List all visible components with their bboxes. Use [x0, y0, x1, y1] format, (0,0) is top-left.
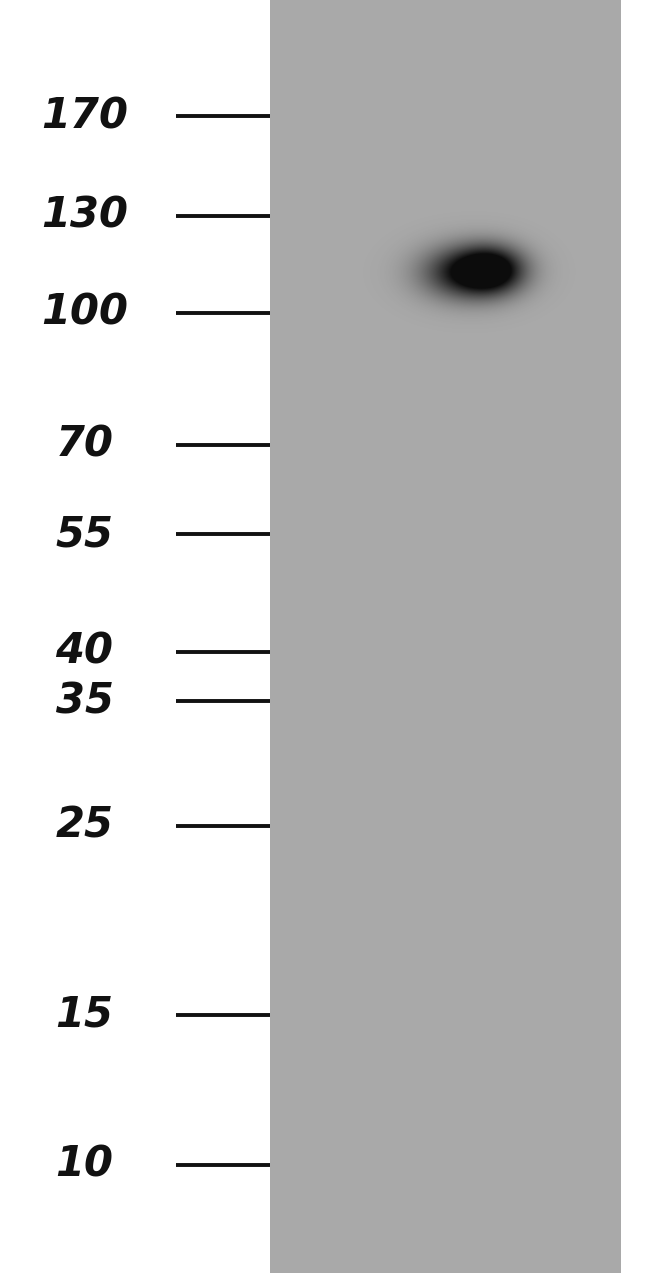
Text: 100: 100: [41, 292, 128, 334]
Text: 40: 40: [55, 631, 114, 673]
Text: 25: 25: [55, 805, 114, 847]
Text: 10: 10: [55, 1144, 114, 1186]
Text: 130: 130: [41, 195, 128, 237]
Text: 55: 55: [55, 513, 114, 555]
Text: 170: 170: [41, 95, 128, 137]
Text: 70: 70: [55, 424, 114, 466]
Text: 15: 15: [55, 994, 114, 1036]
Bar: [270, 0, 621, 1273]
Text: 35: 35: [55, 680, 114, 722]
